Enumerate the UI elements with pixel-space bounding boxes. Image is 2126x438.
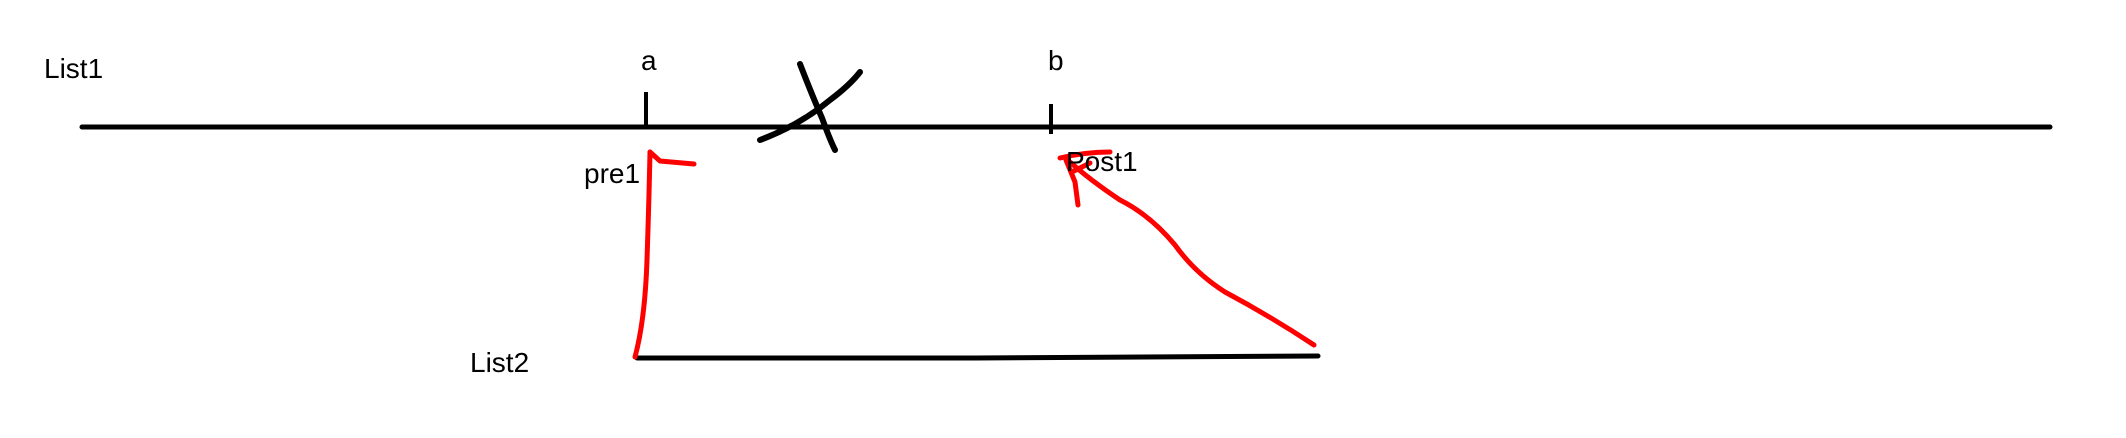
- arrow-to-post1: [1057, 149, 1317, 348]
- node-b-label: b: [1048, 45, 1064, 76]
- post1-label: Post1: [1066, 146, 1138, 177]
- list1-label: List1: [44, 53, 104, 84]
- node-a-label: a: [641, 45, 657, 76]
- pre1-label: pre1: [584, 158, 641, 189]
- arrow-to-pre1: [632, 149, 697, 360]
- list2-label: List2: [470, 347, 530, 378]
- x-mark-icon: [757, 61, 863, 153]
- list2-line: [634, 353, 1321, 361]
